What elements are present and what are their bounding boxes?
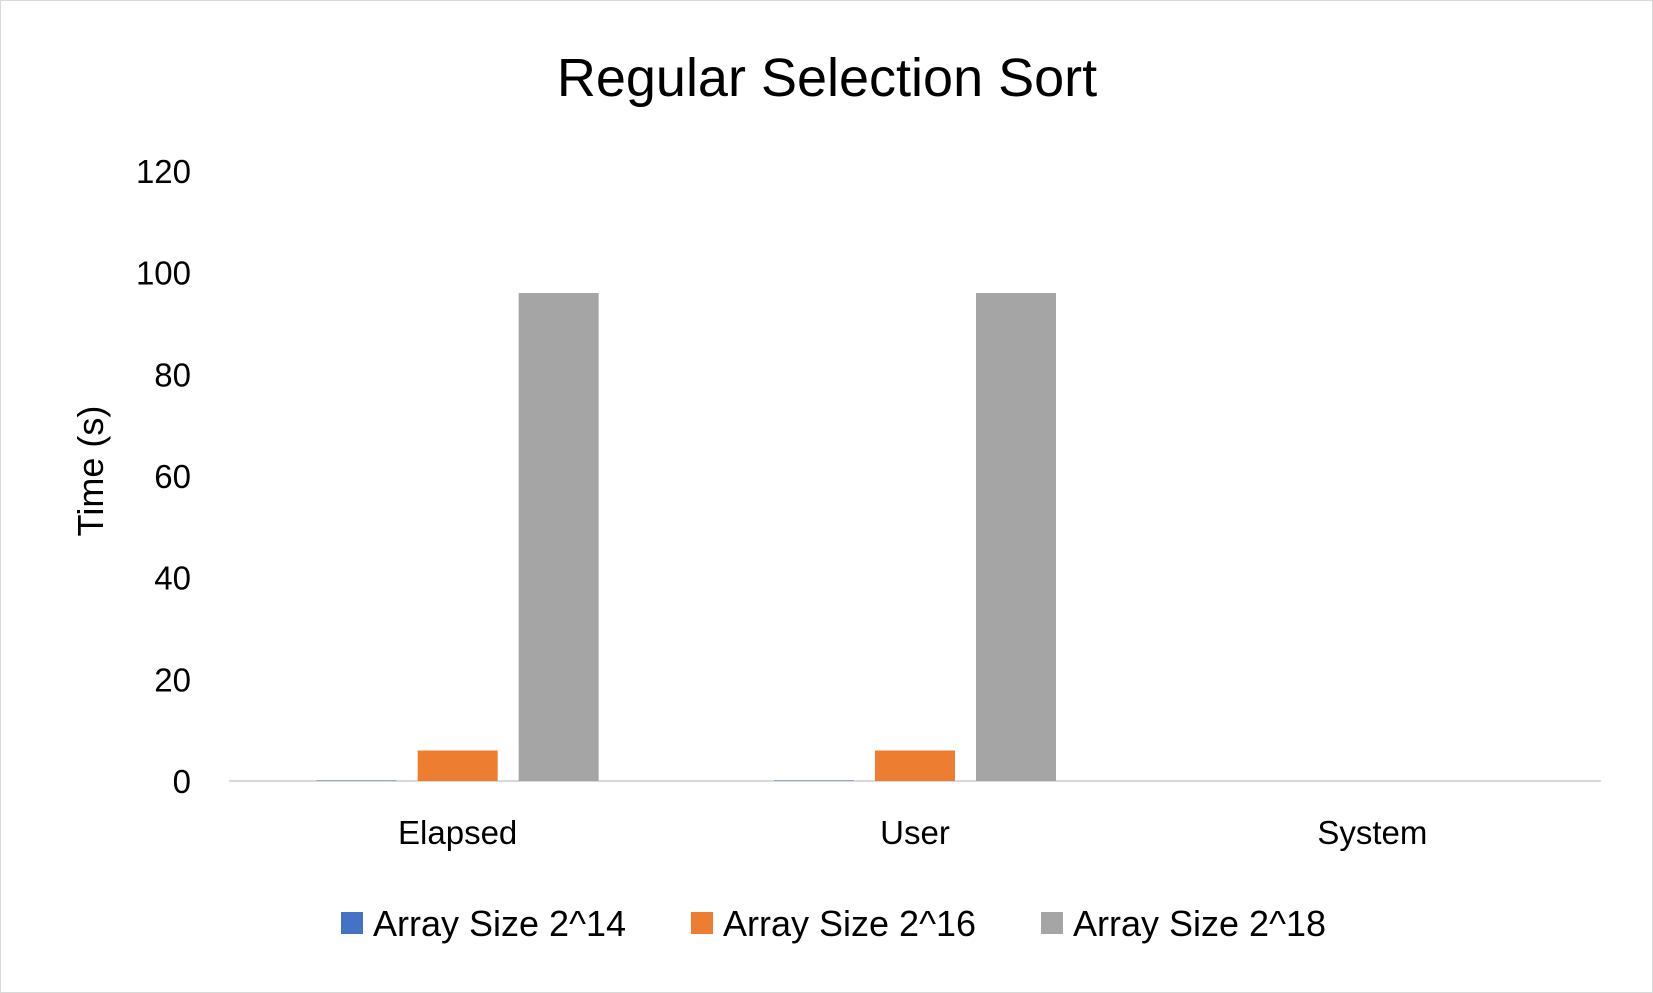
x-axis-ticks: Elapsed User System xyxy=(398,814,1427,851)
y-tick-label: 0 xyxy=(173,763,191,800)
legend-swatch xyxy=(1041,912,1063,934)
legend-label: Array Size 2^18 xyxy=(1073,903,1326,944)
y-tick-label: 100 xyxy=(136,255,191,292)
y-tick-label: 120 xyxy=(136,153,191,190)
y-tick-label: 20 xyxy=(154,661,191,698)
y-axis-title: Time (s) xyxy=(70,406,111,537)
bar xyxy=(875,750,955,781)
legend: Array Size 2^14 Array Size 2^16 Array Size… xyxy=(341,903,1326,944)
bars xyxy=(316,293,1056,781)
legend-label: Array Size 2^14 xyxy=(373,903,626,944)
legend-swatch xyxy=(341,912,363,934)
legend-swatch xyxy=(691,912,713,934)
chart-title: Regular Selection Sort xyxy=(557,48,1097,108)
y-tick-label: 80 xyxy=(154,356,191,393)
bar xyxy=(417,750,498,781)
x-tick-label: User xyxy=(880,814,950,851)
bar xyxy=(976,293,1056,781)
bar xyxy=(518,293,599,781)
x-tick-label: Elapsed xyxy=(398,814,517,851)
legend-label: Array Size 2^16 xyxy=(723,903,976,944)
y-tick-label: 40 xyxy=(154,560,191,597)
y-tick-label: 60 xyxy=(154,458,191,495)
y-axis-ticks: 0 20 40 60 80 100 120 xyxy=(136,153,191,800)
x-tick-label: System xyxy=(1317,814,1427,851)
